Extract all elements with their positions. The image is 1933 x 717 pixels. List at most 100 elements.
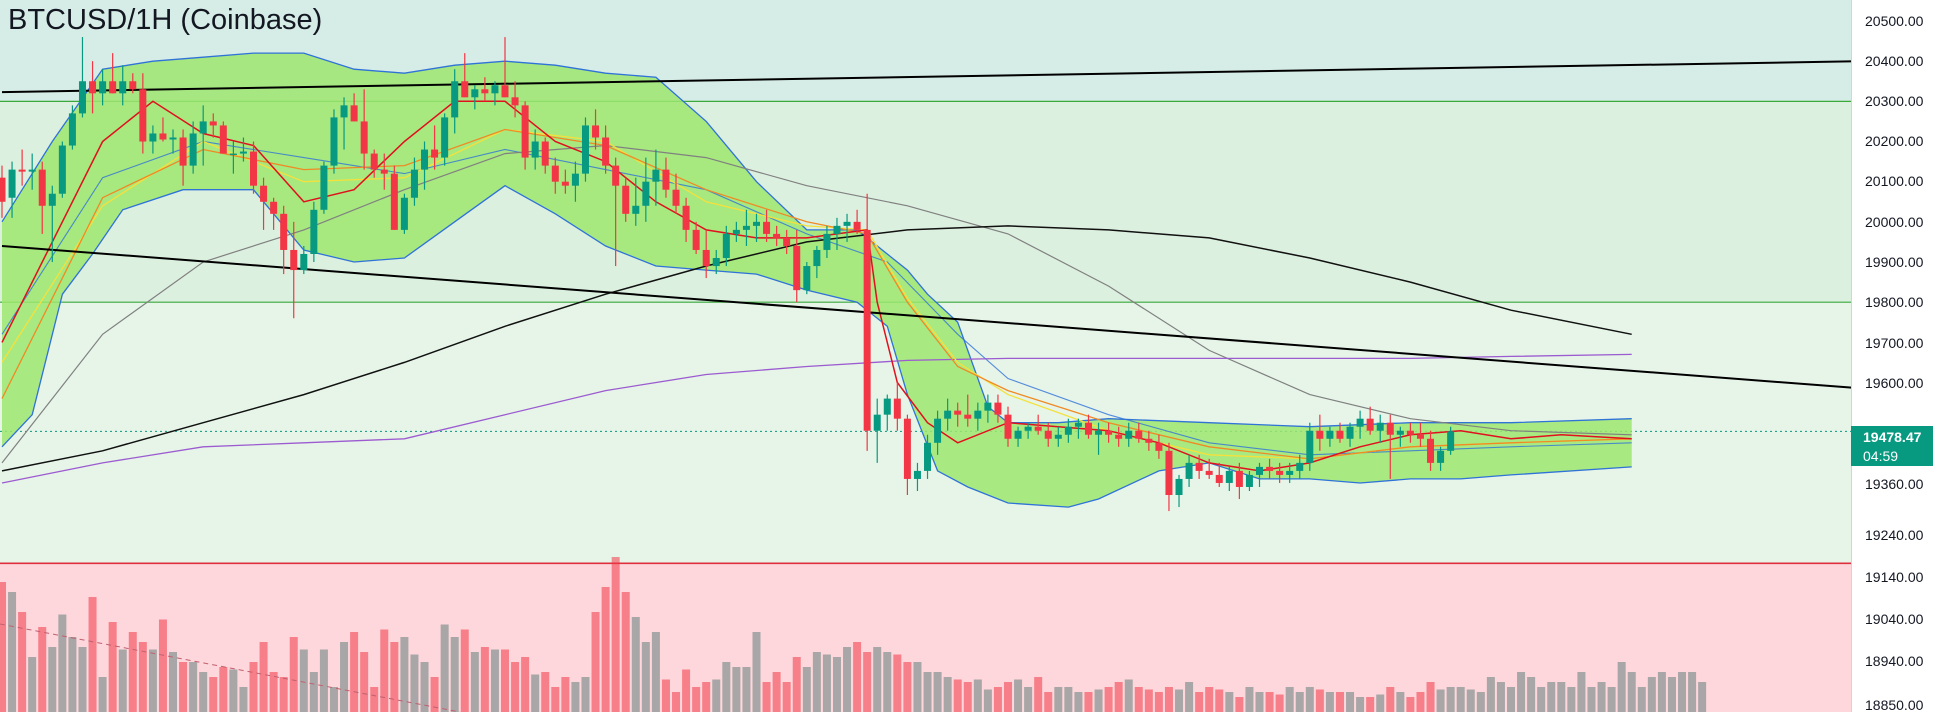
sma-black-line (1, 225, 1632, 472)
candle (753, 213, 760, 242)
candle (431, 125, 439, 170)
candle (944, 398, 952, 431)
candle (1135, 422, 1143, 443)
bollinger-band-fill (2, 53, 1632, 508)
candle-body (1175, 478, 1183, 496)
candle-body (1336, 430, 1344, 439)
price-tick-label: 20400.00 (1865, 53, 1924, 69)
candle (531, 129, 539, 170)
volume-bar (812, 652, 821, 712)
volume-bar (108, 622, 117, 712)
volume-bar (1104, 687, 1113, 712)
price-tick-label: 20100.00 (1865, 173, 1924, 189)
candle (672, 173, 680, 214)
candle (310, 201, 318, 263)
price-tick-label: 19700.00 (1865, 335, 1924, 351)
candle (622, 177, 630, 222)
candle (813, 245, 821, 279)
volume-bar (993, 687, 1002, 712)
candle-body (250, 151, 257, 186)
candle-body (260, 185, 268, 202)
candle (1034, 414, 1042, 435)
candle-body (68, 113, 76, 146)
sma-purple-line (1, 353, 1632, 484)
candle (1175, 474, 1183, 508)
volume-bar (1185, 682, 1194, 712)
candle (903, 414, 911, 496)
volume-bar (249, 662, 258, 712)
candle (571, 161, 579, 202)
volume-bar (601, 587, 610, 712)
candle-body (330, 117, 338, 166)
candle-body (1326, 430, 1334, 439)
volume-bar (1657, 672, 1666, 712)
candle (229, 141, 237, 174)
candle-body (833, 225, 841, 234)
price-tick-label: 19800.00 (1865, 294, 1924, 310)
volume-bar (400, 637, 409, 712)
candle-body (702, 249, 710, 267)
candle-body (0, 177, 6, 202)
candle-body (1205, 470, 1213, 475)
volume-bar (1446, 687, 1455, 712)
candle-body (913, 470, 921, 479)
candle-body (602, 137, 610, 166)
volume-bar (299, 649, 308, 712)
candle (179, 129, 187, 186)
candle (441, 113, 449, 166)
volume-bar (893, 654, 902, 712)
candle-body (652, 169, 660, 182)
candle-body (310, 209, 318, 254)
candle (1215, 462, 1223, 487)
candle-body (964, 414, 972, 419)
price-tick-label: 19240.00 (1865, 527, 1924, 543)
candle-body (421, 149, 429, 170)
price-tick-label: 20500.00 (1865, 13, 1924, 29)
candle-body (280, 213, 288, 250)
price-tick-label: 20300.00 (1865, 93, 1924, 109)
volume-bar (1295, 692, 1304, 712)
volume-bar (1476, 692, 1485, 712)
candle-body (1245, 474, 1253, 487)
candle-body (48, 193, 56, 206)
candle (1185, 454, 1193, 487)
candle (1125, 422, 1133, 447)
price-axis[interactable]: 20500.00 20400.00 20300.00 20200.00 20100.00… (1851, 0, 1933, 713)
volume-bar (1597, 682, 1606, 712)
candle-body (753, 221, 760, 226)
candle-body (290, 249, 298, 271)
candle-body (209, 121, 217, 126)
candle (1356, 410, 1364, 439)
candle-body (1064, 426, 1072, 435)
candle-body (360, 121, 368, 154)
candle-body (350, 105, 358, 122)
candle (300, 245, 308, 275)
volume-bar (943, 677, 952, 712)
candle-body (109, 81, 117, 94)
candle-body (692, 229, 700, 250)
candle-body (612, 165, 620, 186)
volume-bar (68, 637, 77, 712)
candle-body (340, 105, 348, 118)
candle-body (159, 133, 167, 140)
volume-bar (1225, 692, 1234, 712)
volume-bar (1537, 687, 1546, 712)
candle-body (481, 89, 489, 94)
candle (1095, 422, 1103, 455)
volume-bar (521, 657, 530, 712)
candle-body (1416, 434, 1424, 439)
candle (1225, 466, 1233, 491)
volume-bar (1004, 682, 1012, 712)
volume-bar (1014, 679, 1023, 712)
volume-bar (1144, 689, 1153, 712)
last-price-value: 19478.47 (1863, 429, 1922, 445)
candle (260, 177, 268, 230)
candle (481, 77, 489, 102)
candle (109, 53, 117, 94)
volume-bar (883, 652, 892, 712)
volume-bar (450, 637, 459, 712)
volume-bar (1064, 687, 1073, 712)
volume-bar (78, 647, 87, 712)
volume-bar (1426, 682, 1435, 712)
